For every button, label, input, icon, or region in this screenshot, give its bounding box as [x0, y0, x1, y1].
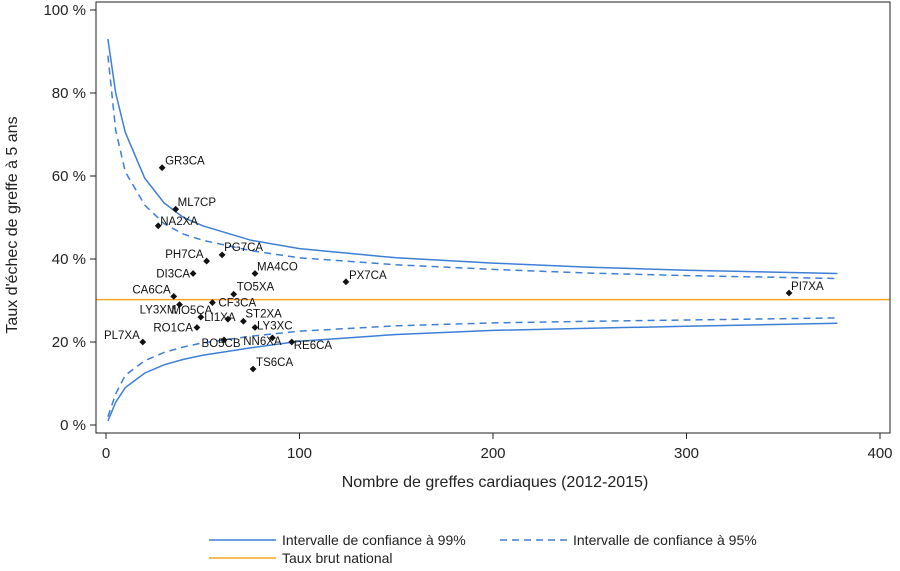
point-label-pi7xa: PI7XA	[791, 281, 824, 293]
y-tick-label-40: 40 %	[52, 251, 86, 268]
point-marker-pl7xa	[139, 338, 147, 346]
y-tick-label-20: 20 %	[52, 334, 86, 351]
y-tick-label-100: 100 %	[43, 2, 86, 19]
point-label-re6ca: RE6CA	[294, 340, 333, 352]
point-label-ro1ca: RO1CA	[153, 322, 193, 334]
point-marker-na2xa	[154, 222, 162, 230]
x-axis: 0 100 200 300 400	[102, 433, 893, 462]
point-marker-ly3xm	[176, 301, 183, 309]
point-label-gr3ca: GR3CA	[165, 156, 205, 168]
y-tick-label-0: 0 %	[60, 417, 86, 434]
x-axis-title: Nombre de greffes cardiaques (2012-2015)	[342, 474, 649, 491]
point-marker-ml7cp	[172, 205, 180, 213]
point-marker-to5xa	[230, 290, 238, 298]
ci95-lower-curve	[107, 317, 838, 417]
point-label-to5xa: TO5XA	[237, 281, 275, 293]
x-tick-label-100: 100	[287, 445, 312, 462]
point-marker-mo5ca	[197, 313, 205, 321]
y-tick-label-80: 80 %	[52, 85, 86, 102]
point-marker-re6ca	[288, 338, 296, 346]
x-tick-label-400: 400	[867, 445, 892, 462]
point-marker-ca6ca	[170, 292, 178, 300]
point-marker-cf3ca	[209, 299, 216, 306]
point-label-na2xa: NA2XA	[160, 216, 198, 228]
point-marker-ph7ca	[203, 257, 211, 265]
data-points: GR3CA ML7CP NA2XA PH7CA PG7CA MA4CO DI3CA PX7CA…	[104, 156, 824, 373]
legend: Intervalle de confiance à 99% Intervalle…	[209, 532, 757, 566]
y-axis-title: Taux d'échec de greffe à 5 ans	[4, 116, 21, 333]
plot-frame	[95, 1, 891, 434]
point-label-ly3xc: LY3XC	[257, 320, 293, 332]
x-tick-label-0: 0	[102, 445, 110, 462]
point-marker-pi7xa	[785, 289, 793, 297]
legend-label-ci95: Intervalle de confiance à 95%	[573, 532, 757, 548]
point-label-pg7ca: PG7CA	[224, 242, 263, 254]
point-marker-st2xa	[239, 317, 247, 325]
point-label-cf3ca: CF3CA	[218, 298, 256, 310]
legend-label-national: Taux brut national	[282, 550, 393, 566]
y-axis: 0 % 20 % 40 % 60 % 80 % 100 %	[43, 2, 96, 434]
point-label-ph7ca: PH7CA	[165, 249, 204, 261]
y-tick-label-60: 60 %	[52, 168, 86, 185]
point-label-ly3xm: LY3XM	[140, 305, 177, 317]
x-tick-label-200: 200	[480, 445, 505, 462]
point-label-bo5cb: BO5CB	[202, 338, 241, 350]
point-label-st2xa: ST2XA	[245, 308, 282, 320]
point-marker-ts6ca	[249, 365, 257, 373]
ci99-upper-curve	[107, 38, 838, 275]
point-marker-ma4co	[251, 270, 259, 277]
point-label-ca6ca: CA6CA	[132, 284, 171, 296]
point-label-px7ca: PX7CA	[349, 270, 387, 282]
point-marker-pg7ca	[218, 251, 226, 259]
point-marker-px7ca	[342, 278, 350, 286]
point-marker-nn6xa	[269, 334, 276, 342]
ci99-lower-curve	[107, 322, 838, 422]
point-label-mo5ca: MO5CA	[171, 305, 212, 317]
point-label-pl7xa: PL7XA	[104, 330, 140, 342]
point-label-ma4co: MA4CO	[257, 262, 298, 274]
point-marker-bo5cb	[220, 336, 228, 344]
point-label-di3ca: DI3CA	[156, 269, 190, 281]
point-marker-li1xa	[224, 315, 232, 323]
point-label-li1xa: LI1XA	[204, 312, 236, 324]
point-label-ts6ca: TS6CA	[256, 357, 293, 369]
point-marker-ro1ca	[193, 324, 201, 331]
legend-label-ci99: Intervalle de confiance à 99%	[282, 532, 466, 548]
point-label-ml7cp: ML7CP	[178, 197, 217, 209]
point-label-nn6xa: NN6XA	[243, 336, 282, 348]
ci95-upper-curve	[107, 55, 838, 280]
confidence-curves	[107, 38, 838, 422]
point-marker-ly3xc	[251, 324, 259, 331]
x-tick-label-300: 300	[674, 445, 699, 462]
point-marker-gr3ca	[158, 164, 166, 172]
point-marker-di3ca	[189, 270, 197, 277]
